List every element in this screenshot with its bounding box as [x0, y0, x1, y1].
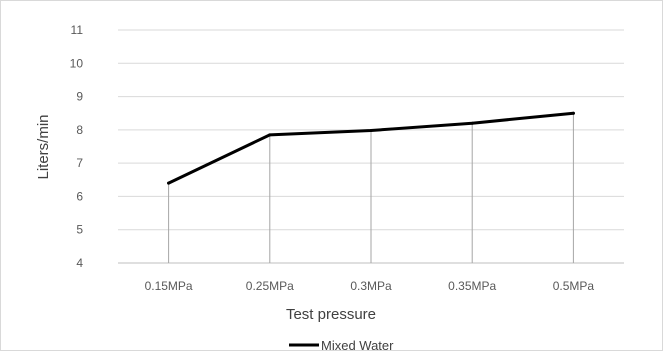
data-point: [571, 111, 575, 115]
x-tick-label: 0.15MPa: [145, 279, 193, 293]
drop-lines: [168, 113, 574, 263]
x-tick-label: 0.25MPa: [246, 279, 294, 293]
x-axis-title: Test pressure: [286, 306, 376, 323]
data-point: [167, 181, 171, 185]
legend-label-mixed-water: Mixed Water: [321, 338, 394, 352]
data-point: [470, 121, 474, 125]
y-tick-label: 6: [76, 189, 83, 203]
data-point: [369, 129, 373, 133]
y-axis-title: Liters/min: [35, 114, 52, 179]
y-tick-label: 5: [76, 223, 83, 237]
x-tick-label: 0.3MPa: [350, 279, 392, 293]
y-tick-label: 9: [76, 90, 83, 104]
y-tick-label: 10: [70, 56, 84, 70]
y-tick-labels: 4 5 6 7 8 9 10 11: [70, 23, 84, 270]
series-layer: [167, 111, 575, 185]
y-tick-label: 7: [76, 156, 83, 170]
x-tick-label: 0.5MPa: [553, 279, 595, 293]
x-tick-label: 0.35MPa: [448, 279, 496, 293]
legend: Mixed Water: [289, 338, 394, 352]
y-tick-label: 11: [71, 23, 84, 37]
y-tick-label: 8: [76, 123, 83, 137]
y-tick-label: 4: [76, 256, 83, 270]
x-tick-labels: 0.15MPa 0.25MPa 0.3MPa 0.35MPa 0.5MPa: [145, 279, 595, 293]
data-point: [268, 133, 272, 137]
